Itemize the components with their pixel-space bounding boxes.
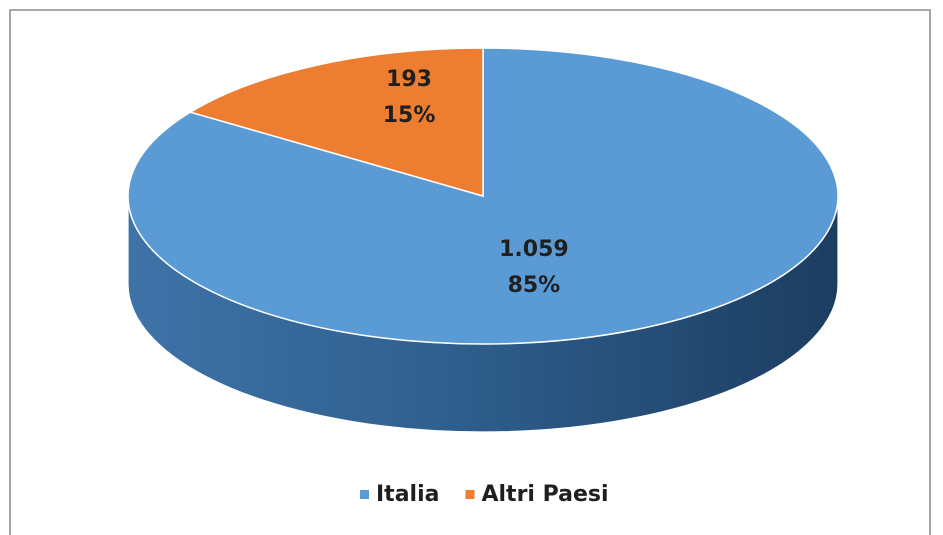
value-label: 193 (386, 67, 432, 92)
value-label: 1.059 (499, 237, 569, 262)
percent-label: 15% (383, 103, 436, 128)
percent-label: 85% (508, 273, 561, 298)
legend-label: Altri Paesi (481, 482, 608, 507)
chart-frame (9, 9, 931, 535)
legend-swatch (465, 490, 475, 499)
legend-swatch (360, 490, 369, 499)
slice (188, 47, 484, 197)
legend-label: Italia (376, 482, 439, 507)
